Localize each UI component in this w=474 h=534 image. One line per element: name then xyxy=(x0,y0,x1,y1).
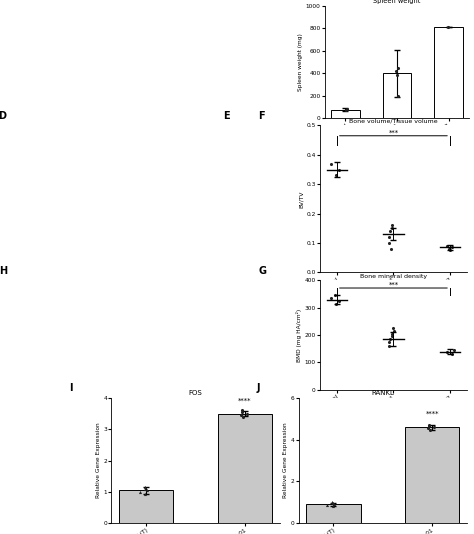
Point xyxy=(389,329,396,338)
Text: ***: *** xyxy=(388,130,399,136)
Point xyxy=(386,335,394,343)
Point xyxy=(390,327,398,335)
Point xyxy=(239,412,246,421)
Point xyxy=(329,499,337,507)
Point xyxy=(336,296,343,305)
Title: Bone mineral density: Bone mineral density xyxy=(360,273,427,279)
Text: B: B xyxy=(146,0,154,2)
Bar xyxy=(218,413,272,523)
Point xyxy=(332,171,340,179)
Y-axis label: BMD (mg HA/cm²): BMD (mg HA/cm²) xyxy=(296,309,302,362)
Title: Bone volume/Tissue volume: Bone volume/Tissue volume xyxy=(349,119,438,124)
Text: C: C xyxy=(270,0,277,2)
Text: ****: **** xyxy=(238,397,252,404)
Text: G: G xyxy=(258,266,266,276)
Text: ***: *** xyxy=(388,282,399,288)
Y-axis label: Relative Gene Expression: Relative Gene Expression xyxy=(96,423,100,498)
Point xyxy=(328,498,336,506)
Text: A: A xyxy=(0,0,5,2)
Bar xyxy=(383,73,411,118)
Point xyxy=(136,488,144,496)
Point xyxy=(143,486,151,494)
Point xyxy=(141,483,149,491)
Point xyxy=(448,350,456,358)
Bar xyxy=(306,505,361,523)
Point xyxy=(444,23,452,32)
Point xyxy=(392,67,400,75)
Point xyxy=(332,300,340,308)
Bar xyxy=(405,427,459,523)
Point xyxy=(237,411,245,419)
Point xyxy=(425,421,433,429)
Point xyxy=(430,423,438,431)
Text: E: E xyxy=(223,111,230,121)
Point xyxy=(389,221,396,230)
Point xyxy=(388,332,395,341)
Point xyxy=(243,409,250,418)
Point xyxy=(323,501,331,509)
Point xyxy=(393,71,401,80)
Bar xyxy=(331,109,360,118)
Text: ****: **** xyxy=(425,411,439,417)
Point xyxy=(394,91,401,100)
Y-axis label: BV/TV: BV/TV xyxy=(299,190,304,208)
Point xyxy=(330,500,338,508)
Point xyxy=(388,224,395,233)
Text: D: D xyxy=(0,111,6,121)
Point xyxy=(448,243,456,252)
Point xyxy=(426,422,433,430)
Point xyxy=(387,245,395,253)
Y-axis label: Relative Gene Expression: Relative Gene Expression xyxy=(283,423,288,498)
Point xyxy=(328,160,335,168)
Point xyxy=(385,233,392,241)
Point xyxy=(424,424,432,433)
Title: FOS: FOS xyxy=(189,390,202,396)
Point xyxy=(445,245,453,253)
Point xyxy=(450,346,458,355)
Text: I: I xyxy=(69,383,73,393)
Point xyxy=(142,489,149,498)
Text: F: F xyxy=(258,111,265,121)
Point xyxy=(386,227,394,235)
Text: H: H xyxy=(0,266,7,276)
Point xyxy=(238,407,246,416)
Bar xyxy=(119,490,173,523)
Point xyxy=(385,337,392,346)
Point xyxy=(386,239,393,247)
Point xyxy=(389,324,396,333)
Point xyxy=(386,342,393,350)
Point xyxy=(331,291,338,300)
Point xyxy=(329,502,337,511)
Point xyxy=(238,406,246,414)
Bar xyxy=(434,27,463,118)
Y-axis label: Spleen weight (mg): Spleen weight (mg) xyxy=(298,33,303,91)
Point xyxy=(394,64,402,72)
Point xyxy=(342,106,350,114)
Point xyxy=(447,246,454,255)
Title: RANKL: RANKL xyxy=(371,390,394,396)
Point xyxy=(443,241,450,250)
Point xyxy=(328,294,335,302)
Title: Spleen weight: Spleen weight xyxy=(374,0,420,4)
Point xyxy=(426,426,434,435)
Text: J: J xyxy=(256,383,260,393)
Point xyxy=(443,348,450,356)
Point xyxy=(142,484,149,493)
Point xyxy=(343,105,351,113)
Point xyxy=(336,166,343,174)
